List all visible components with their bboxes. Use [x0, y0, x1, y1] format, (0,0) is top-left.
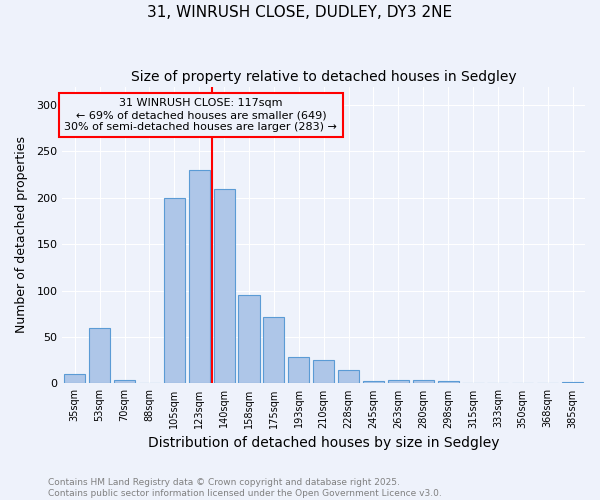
Text: 31, WINRUSH CLOSE, DUDLEY, DY3 2NE: 31, WINRUSH CLOSE, DUDLEY, DY3 2NE: [148, 5, 452, 20]
Text: 31 WINRUSH CLOSE: 117sqm
← 69% of detached houses are smaller (649)
30% of semi-: 31 WINRUSH CLOSE: 117sqm ← 69% of detach…: [64, 98, 337, 132]
Y-axis label: Number of detached properties: Number of detached properties: [15, 136, 28, 334]
Bar: [89, 328, 110, 384]
Bar: [388, 380, 409, 384]
Text: Contains HM Land Registry data © Crown copyright and database right 2025.
Contai: Contains HM Land Registry data © Crown c…: [48, 478, 442, 498]
Bar: [313, 360, 334, 384]
Bar: [263, 316, 284, 384]
Bar: [288, 358, 310, 384]
X-axis label: Distribution of detached houses by size in Sedgley: Distribution of detached houses by size …: [148, 436, 499, 450]
Bar: [164, 198, 185, 384]
Bar: [437, 380, 458, 384]
Bar: [487, 382, 508, 384]
Title: Size of property relative to detached houses in Sedgley: Size of property relative to detached ho…: [131, 70, 517, 84]
Bar: [562, 382, 583, 384]
Bar: [338, 370, 359, 384]
Bar: [64, 374, 85, 384]
Bar: [114, 380, 135, 384]
Bar: [537, 382, 558, 384]
Bar: [363, 380, 384, 384]
Bar: [463, 382, 484, 384]
Bar: [238, 296, 260, 384]
Bar: [413, 380, 434, 384]
Bar: [214, 188, 235, 384]
Bar: [188, 170, 210, 384]
